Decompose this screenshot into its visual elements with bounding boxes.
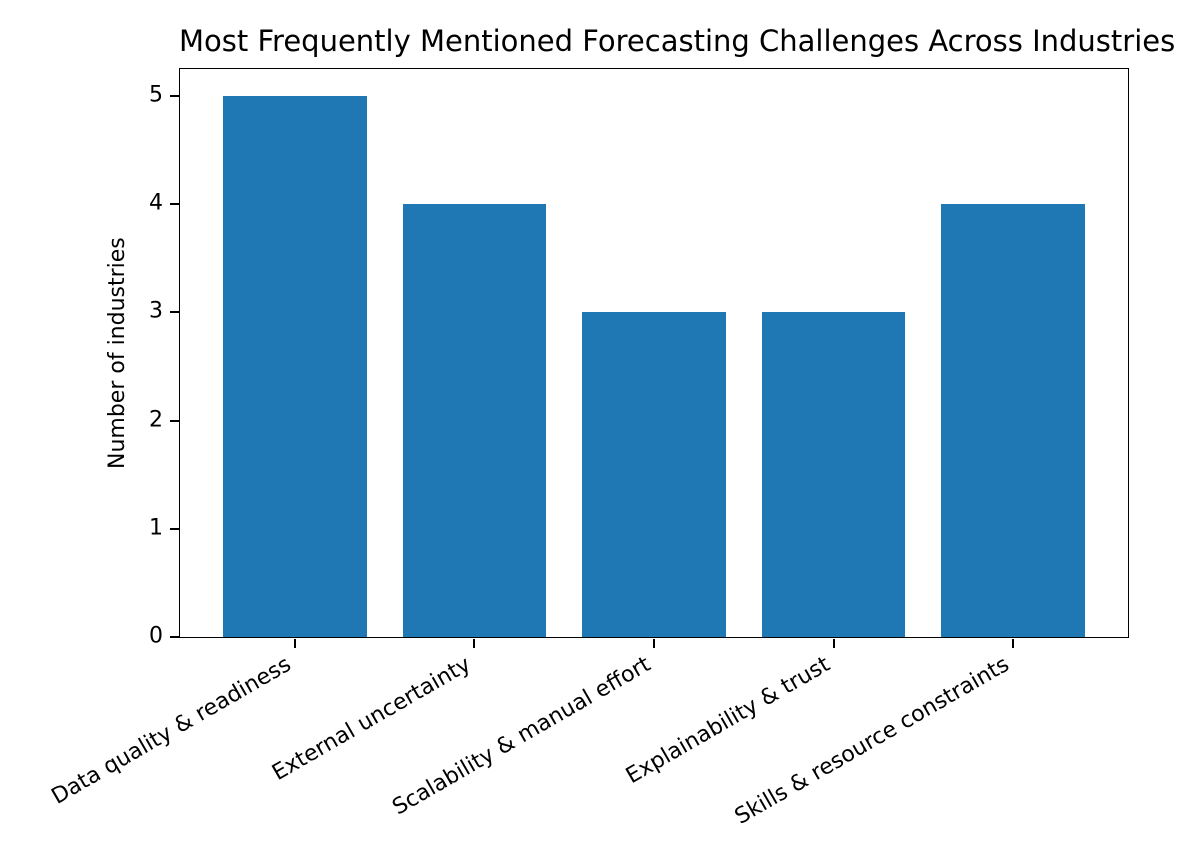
bar (223, 96, 367, 637)
x-tick-mark (1012, 638, 1015, 648)
bar (941, 204, 1085, 637)
bar (761, 312, 906, 637)
x-tick-mark (832, 638, 835, 648)
y-axis-label: Number of industries (105, 237, 130, 469)
y-tick-mark (169, 203, 179, 206)
y-tick-mark (169, 527, 179, 530)
plot-area: 0 1 2 3 4 5 Data quality & readiness External u… (47, 68, 1129, 830)
x-tick-mark (473, 638, 476, 648)
bar (402, 204, 547, 637)
x-tick-mark (653, 638, 655, 648)
y-tick-label: 1 (149, 515, 163, 541)
bar (582, 312, 726, 637)
x-tick-label: Data quality & readiness (47, 652, 296, 810)
y-tick-label: 0 (149, 623, 163, 649)
y-tick-label: 2 (149, 407, 163, 433)
x-tick-mark (293, 638, 296, 648)
y-tick-label: 5 (149, 82, 163, 108)
chart-title: Most Frequently Mentioned Forecasting Ch… (179, 24, 1176, 58)
y-tick-mark (169, 419, 179, 422)
y-tick-mark (169, 311, 179, 314)
y-tick-label: 3 (149, 298, 163, 324)
y-tick-mark (169, 95, 179, 98)
y-tick-mark (169, 636, 179, 638)
y-tick-label: 4 (149, 190, 163, 216)
